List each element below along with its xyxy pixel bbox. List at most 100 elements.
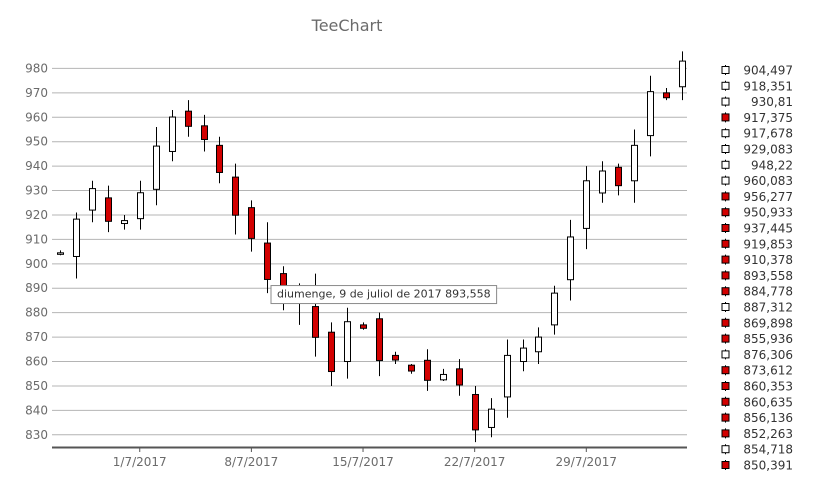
candle-body — [376, 318, 383, 362]
y-tick-label: 930 — [25, 184, 48, 198]
candle — [647, 75, 654, 157]
candle — [583, 166, 590, 250]
legend-label: 929,083 — [743, 143, 793, 157]
legend-symbol — [721, 461, 730, 469]
candle — [440, 368, 447, 382]
y-tick-label: 830 — [25, 428, 48, 442]
candles — [57, 51, 686, 443]
x-tick-label: 8/7/2017 — [224, 455, 278, 469]
legend-symbol — [721, 255, 730, 264]
legend-item: 855,936 — [721, 332, 793, 346]
candle — [216, 136, 223, 184]
candle-body — [535, 336, 542, 353]
legend-symbol — [721, 66, 730, 74]
candle — [121, 214, 128, 230]
y-tick-label: 980 — [25, 61, 48, 75]
x-tick-label: 29/7/2017 — [556, 455, 618, 469]
candle — [344, 307, 351, 379]
candle-body — [488, 408, 495, 428]
candle — [663, 87, 670, 101]
candle-body — [89, 188, 96, 211]
legend-symbol — [721, 382, 730, 390]
legend-label: 884,778 — [743, 285, 793, 299]
y-tick-label: 940 — [25, 159, 48, 173]
candle-body — [663, 92, 670, 99]
y-tick-label: 950 — [25, 135, 48, 149]
legend-item: 950,933 — [721, 206, 793, 220]
legend-symbol — [721, 145, 730, 153]
candle-body — [408, 364, 415, 372]
candle — [504, 339, 511, 418]
tooltip-text: diumenge, 9 de juliol de 2017 893,558 — [277, 288, 491, 301]
legend-label: 919,853 — [743, 237, 793, 251]
legend-symbol — [721, 129, 730, 138]
candle-body — [599, 170, 606, 194]
candle — [535, 327, 542, 364]
candle — [599, 161, 606, 203]
candle-body — [121, 220, 128, 225]
candle — [472, 385, 479, 443]
legend-item: 917,375 — [721, 111, 793, 125]
candle-body — [615, 166, 622, 187]
candle-body — [232, 176, 239, 216]
candle — [201, 114, 208, 152]
legend-label: 930,81 — [751, 95, 793, 109]
legend-label: 860,353 — [743, 380, 793, 394]
legend-item: 918,351 — [721, 79, 793, 93]
legend-symbol — [721, 176, 730, 185]
candle-body — [392, 354, 399, 361]
candle — [408, 363, 415, 374]
legend-item: 860,353 — [721, 380, 793, 394]
grid-lines — [52, 67, 687, 436]
candle-body — [360, 324, 367, 329]
x-tick-label: 22/7/2017 — [444, 455, 506, 469]
legend-symbol — [721, 113, 730, 122]
legend-label: 887,312 — [743, 301, 793, 315]
legend-symbol — [721, 224, 730, 232]
legend-item: 854,718 — [721, 443, 793, 457]
legend-label: 855,936 — [743, 332, 793, 346]
candle — [520, 339, 527, 372]
candle — [264, 222, 271, 294]
x-tick-label: 1/7/2017 — [113, 455, 167, 469]
legend-label: 869,898 — [743, 316, 793, 330]
candle — [424, 349, 431, 391]
y-tick-label: 860 — [25, 355, 48, 369]
legend-label: 960,083 — [743, 174, 793, 188]
legend-item: 948,22 — [721, 158, 793, 172]
legend-symbol — [721, 239, 730, 248]
candle — [153, 127, 160, 206]
legend-symbol — [721, 397, 730, 406]
candle-body — [216, 144, 223, 173]
candle-body — [551, 292, 558, 326]
y-tick-label: 970 — [25, 86, 48, 100]
legend-item: 929,083 — [721, 143, 793, 157]
y-tick-label: 960 — [25, 110, 48, 124]
legend-item: 904,497 — [721, 64, 793, 78]
legend-label: 850,391 — [743, 459, 793, 473]
candle — [105, 185, 112, 233]
legend-symbol — [721, 192, 730, 201]
candle-body — [185, 110, 192, 127]
legend-label: 937,445 — [743, 222, 793, 236]
tooltip-box — [270, 285, 498, 305]
legend-symbol — [721, 350, 730, 359]
legend-symbol — [721, 287, 730, 296]
legend-label: 873,612 — [743, 364, 793, 378]
chart-title: TeeChart — [311, 16, 383, 35]
candle-body — [169, 116, 176, 152]
y-tick-label: 840 — [25, 403, 48, 417]
legend-label: 917,375 — [743, 111, 793, 125]
legend-label: 893,558 — [743, 269, 793, 283]
candle — [185, 100, 192, 137]
y-tick-label: 880 — [25, 306, 48, 320]
legend-symbol — [721, 366, 730, 375]
candle — [631, 129, 638, 203]
legend-label: 948,22 — [751, 158, 793, 172]
y-tick-label: 900 — [25, 257, 48, 271]
legend-label: 852,263 — [743, 427, 793, 441]
candle — [551, 285, 558, 335]
legend-item: 960,083 — [721, 174, 793, 188]
candle-body — [153, 145, 160, 190]
candle-body — [105, 197, 112, 222]
